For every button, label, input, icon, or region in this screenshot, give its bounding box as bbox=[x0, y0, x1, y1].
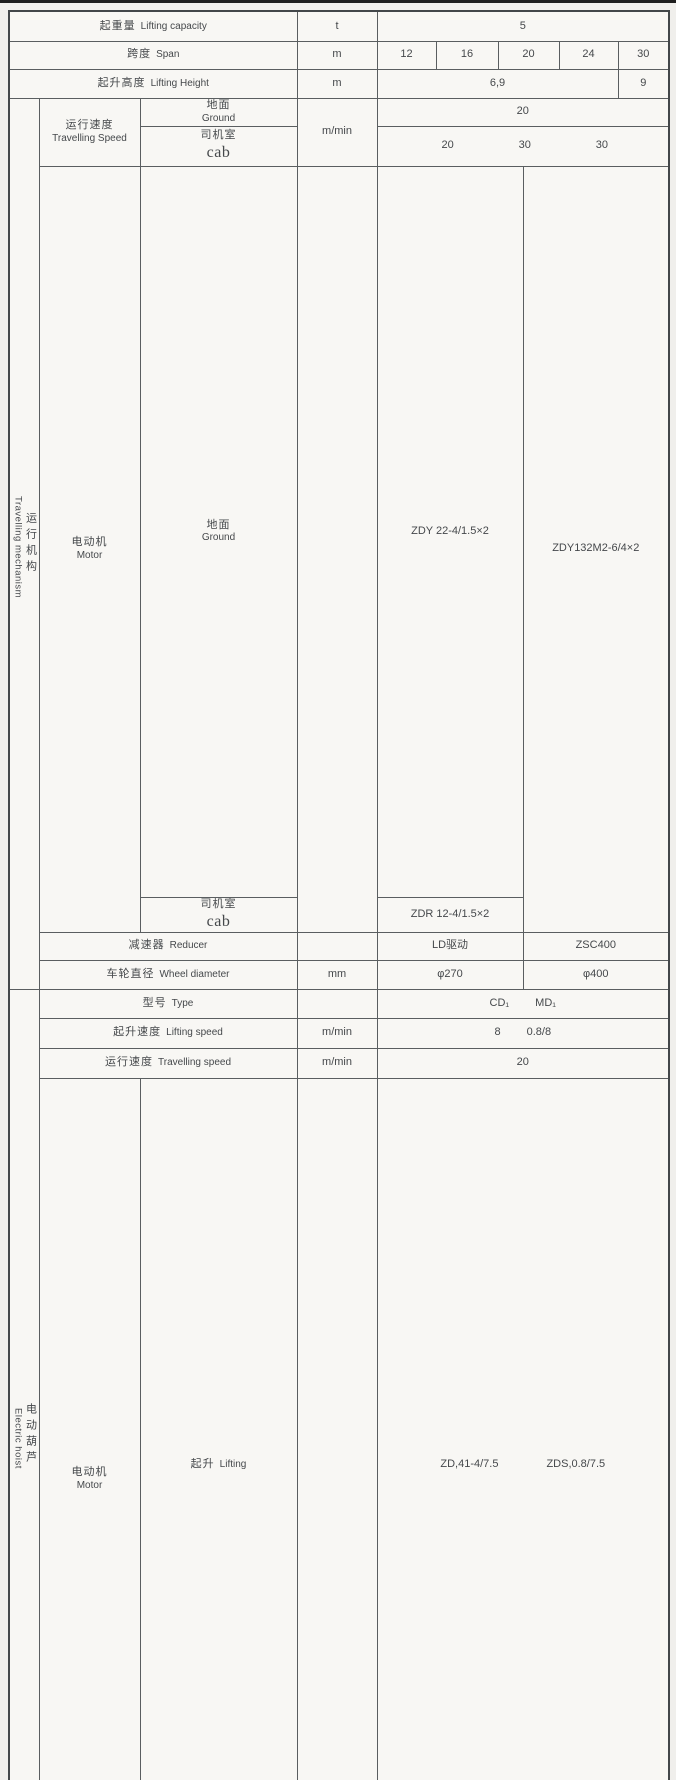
reducer-label: 减速器 Reducer bbox=[39, 932, 297, 960]
electric-hoist-en: Electric hoist bbox=[12, 1408, 23, 1469]
hoist-motor-lifting-v1: ZD,41-4/7.5 bbox=[440, 1458, 498, 1471]
tm-speed-unit: m/min bbox=[297, 98, 377, 166]
tm-speed-ground-zh: 地面 bbox=[143, 99, 295, 113]
hoist-travelling-speed-value: 20 bbox=[377, 1048, 669, 1078]
hoist-lifting-speed-v1: 8 bbox=[494, 1026, 500, 1039]
tm-speed-cab-label: 司机室 cab bbox=[140, 126, 297, 166]
lifting-height-en: Lifting Height bbox=[151, 78, 209, 89]
tm-speed-cab-values: 20 30 30 bbox=[377, 126, 669, 166]
lifting-height-unit: m bbox=[297, 69, 377, 98]
span-zh: 跨度 bbox=[127, 48, 151, 60]
tm-motor-unit bbox=[297, 166, 377, 932]
section-travelling-mechanism: 运行机构 Travelling mechanism bbox=[9, 98, 39, 989]
travelling-mechanism-zh: 运行机构 bbox=[23, 512, 36, 576]
span-value-3: 24 bbox=[559, 41, 618, 69]
lifting-capacity-en: Lifting capacity bbox=[141, 21, 207, 32]
lifting-height-30: 9 bbox=[618, 69, 669, 98]
hoist-travelling-speed-zh: 运行速度 bbox=[105, 1056, 153, 1068]
travelling-mechanism-en: Travelling mechanism bbox=[12, 496, 23, 598]
hoist-travelling-speed-label: 运行速度 Travelling speed bbox=[39, 1048, 297, 1078]
wheel-diameter-label: 车轮直径 Wheel diameter bbox=[39, 960, 297, 989]
tm-motor-right-value: ZDY132M2-6/4×2 bbox=[523, 166, 669, 932]
hoist-lifting-speed-unit: m/min bbox=[297, 1018, 377, 1048]
tm-speed-ground-label: 地面 Ground bbox=[140, 98, 297, 126]
span-value-1: 16 bbox=[436, 41, 498, 69]
tm-motor-ground-en: Ground bbox=[143, 532, 295, 545]
reducer-zh: 减速器 bbox=[129, 939, 165, 951]
hoist-motor-lifting-v2: ZDS,0.8/7.5 bbox=[546, 1458, 605, 1471]
tm-speed-en: Travelling Speed bbox=[42, 133, 138, 146]
hoist-type-values: CD₁ MD₁ bbox=[377, 989, 669, 1018]
tm-speed-cab-v0: 20 bbox=[442, 139, 454, 152]
hoist-lifting-speed-en: Lifting speed bbox=[166, 1027, 223, 1038]
hoist-travelling-speed-en: Travelling speed bbox=[158, 1057, 231, 1068]
hoist-type-unit bbox=[297, 989, 377, 1018]
tm-motor-cab-zh: 司机室 bbox=[143, 898, 295, 912]
tm-speed-ground-value: 20 bbox=[377, 98, 669, 126]
hoist-type-v2: MD₁ bbox=[535, 997, 556, 1010]
hoist-lifting-speed-zh: 起升速度 bbox=[113, 1026, 161, 1038]
section-electric-hoist: 电动葫芦 Electric hoist bbox=[9, 989, 39, 1780]
electric-hoist-zh: 电动葫芦 bbox=[23, 1403, 36, 1467]
reducer-en: Reducer bbox=[170, 940, 208, 951]
tm-speed-zh: 运行速度 bbox=[42, 119, 138, 133]
tm-motor-cab-label: 司机室 cab bbox=[140, 897, 297, 932]
span-unit: m bbox=[297, 41, 377, 69]
hoist-motor-lifting-unit bbox=[297, 1078, 377, 1780]
wheel-diameter-left: φ270 bbox=[377, 960, 523, 989]
lifting-height-main: 6,9 bbox=[377, 69, 618, 98]
reducer-left: LD驱动 bbox=[377, 932, 523, 960]
tm-motor-cab-value: ZDR 12-4/1.5×2 bbox=[377, 897, 523, 932]
lifting-height-zh: 起升高度 bbox=[98, 77, 146, 89]
hoist-type-label: 型号 Type bbox=[39, 989, 297, 1018]
tm-motor-en: Motor bbox=[42, 550, 138, 563]
hoist-motor-lifting-en: Lifting bbox=[220, 1459, 247, 1470]
tm-speed-cab-en: cab bbox=[143, 143, 295, 163]
hoist-motor-lifting-values: ZD,41-4/7.5 ZDS,0.8/7.5 bbox=[377, 1078, 669, 1780]
wheel-diameter-right: φ400 bbox=[523, 960, 669, 989]
lifting-capacity-unit: t bbox=[297, 11, 377, 41]
reducer-right: ZSC400 bbox=[523, 932, 669, 960]
tm-speed-ground-en: Ground bbox=[143, 113, 295, 126]
tm-motor-zh: 电动机 bbox=[42, 536, 138, 550]
tm-motor-ground-label: 地面 Ground bbox=[140, 166, 297, 897]
hoist-travelling-speed-unit: m/min bbox=[297, 1048, 377, 1078]
hoist-type-zh: 型号 bbox=[143, 997, 167, 1009]
tm-motor-label: 电动机 Motor bbox=[39, 166, 140, 932]
hoist-motor-lifting-label: 起升 Lifting bbox=[140, 1078, 297, 1780]
tm-speed-cab-zh: 司机室 bbox=[143, 129, 295, 143]
wheel-diameter-zh: 车轮直径 bbox=[106, 968, 154, 980]
hoist-motor-lifting-zh: 起升 bbox=[191, 1458, 215, 1470]
hoist-motor-label: 电动机 Motor bbox=[39, 1078, 140, 1780]
wheel-diameter-en: Wheel diameter bbox=[159, 969, 229, 980]
tm-speed-label: 运行速度 Travelling Speed bbox=[39, 98, 140, 166]
hoist-lifting-speed-v2: 0.8/8 bbox=[527, 1026, 551, 1039]
span-value-4: 30 bbox=[618, 41, 669, 69]
tm-motor-ground-value: ZDY 22-4/1.5×2 bbox=[377, 166, 523, 897]
tm-speed-cab-v2: 30 bbox=[596, 139, 608, 152]
hoist-type-en: Type bbox=[172, 998, 194, 1009]
lifting-height-label: 起升高度 Lifting Height bbox=[9, 69, 297, 98]
lifting-capacity-zh: 起重量 bbox=[100, 20, 136, 32]
hoist-lifting-speed-label: 起升速度 Lifting speed bbox=[39, 1018, 297, 1048]
tm-motor-ground-zh: 地面 bbox=[143, 519, 295, 533]
hoist-type-v1: CD₁ bbox=[490, 997, 510, 1010]
lifting-capacity-value: 5 bbox=[377, 11, 669, 41]
hoist-motor-zh: 电动机 bbox=[42, 1466, 138, 1480]
tm-speed-cab-v1: 30 bbox=[519, 139, 531, 152]
scan-top-edge bbox=[0, 0, 676, 3]
span-en: Span bbox=[156, 49, 179, 60]
span-value-2: 20 bbox=[498, 41, 559, 69]
wheel-diameter-unit: mm bbox=[297, 960, 377, 989]
hoist-lifting-speed-values: 8 0.8/8 bbox=[377, 1018, 669, 1048]
hoist-motor-en: Motor bbox=[42, 1480, 138, 1493]
span-label: 跨度 Span bbox=[9, 41, 297, 69]
span-value-0: 12 bbox=[377, 41, 436, 69]
reducer-unit bbox=[297, 932, 377, 960]
lifting-capacity-label: 起重量 Lifting capacity bbox=[9, 11, 297, 41]
crane-spec-table: 起重量 Lifting capacity t 5 跨度 Span m 12 16 2… bbox=[8, 10, 670, 1780]
tm-motor-cab-en: cab bbox=[143, 912, 295, 932]
